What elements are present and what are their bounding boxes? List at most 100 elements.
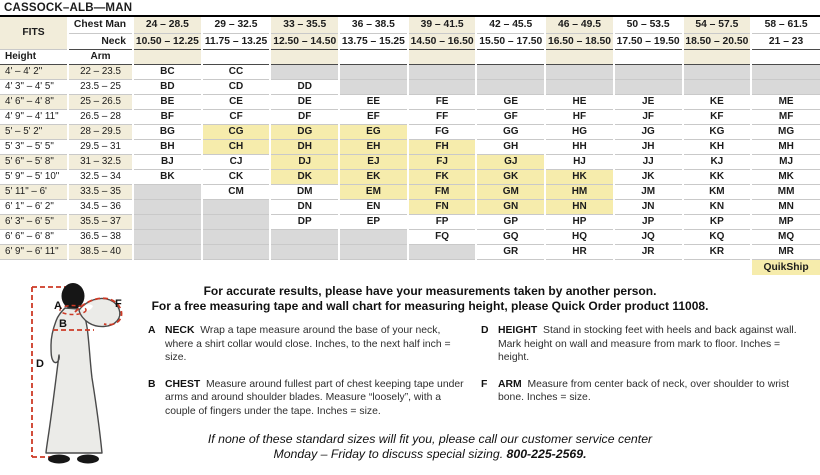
size-cell: FF [406,109,477,125]
instruction-text: Wrap a tape measure around the base of y… [165,325,451,364]
height-cell: 4' 9" – 4' 11" [0,109,68,125]
unavailable-cell [406,79,477,95]
height-cell: 5' 9" – 5' 10" [0,169,68,185]
size-cell: JE [612,94,683,110]
size-cell: GF [475,109,546,125]
neck-range-header: 18.50 – 20.50 [681,33,752,50]
arm-cell: 22 – 23.5 [67,64,133,80]
neck-range-header: 11.75 – 13.25 [200,33,271,50]
unavailable-cell [200,229,271,245]
spacer-cell [338,49,408,65]
unavailable-cell [338,244,408,260]
unavailable-cell [750,79,820,95]
size-cell: JR [612,244,683,260]
size-cell: JK [612,169,683,185]
unavailable-cell [338,79,408,95]
spacer-cell [406,49,477,65]
spacer-cell [544,49,614,65]
phone-number: 800-225-2569. [506,447,587,461]
size-cell: FP [406,214,477,230]
measurement-instructions: A NECK Wrap a tape measure around the bas… [148,324,804,432]
size-cell: MF [750,109,820,125]
size-cell: HJ [544,154,614,170]
instructions-left-column: A NECK Wrap a tape measure around the bas… [148,324,471,432]
instruction-text: Stand in stocking feet with heels and ba… [498,325,797,364]
size-cell: MM [750,184,820,200]
instruction-key: D [481,325,489,336]
size-cell: GH [475,139,546,155]
label-d: D [36,358,44,370]
neck-range-header: 14.50 – 16.50 [406,33,477,50]
quikship-size-cell: EH [338,139,408,155]
quikship-size-cell: EK [338,169,408,185]
spacer-cell [681,49,752,65]
intro-text: For accurate results, please have your m… [100,284,760,313]
neck-range-header: 21 – 23 [750,33,820,50]
size-cell: HH [544,139,614,155]
size-cell: BJ [132,154,202,170]
size-cell: EN [338,199,408,215]
size-cell: KR [681,244,752,260]
size-cell: EP [338,214,408,230]
quikship-size-cell: DJ [269,154,340,170]
height-cell: 6' 3" – 6' 5" [0,214,68,230]
arm-measure-line [74,297,123,326]
chest-range-header: 46 – 49.5 [544,17,614,34]
size-cell: JJ [612,154,683,170]
quikship-size-cell: CG [200,124,271,140]
footer-line-2: Monday – Friday to discuss special sizin… [273,447,587,461]
quikship-size-cell: GJ [475,154,546,170]
height-col-label: Height [0,49,68,65]
quikship-size-cell: HM [544,184,614,200]
unavailable-cell [544,79,614,95]
figure-feet [48,454,70,464]
page-title: CASSOCK–ALB—MAN [0,0,820,17]
size-cell: JF [612,109,683,125]
size-cell: MP [750,214,820,230]
unavailable-cell [338,64,408,80]
size-cell: GQ [475,229,546,245]
footer-line-1: If none of these standard sizes will fit… [207,432,653,446]
quikship-size-cell: GK [475,169,546,185]
unavailable-cell [200,199,271,215]
size-cell: BF [132,109,202,125]
quikship-size-cell: EM [338,184,408,200]
unavailable-cell [475,79,546,95]
size-cell: HF [544,109,614,125]
size-cell: DE [269,94,340,110]
size-cell: KH [681,139,752,155]
neck-row-label: Neck [68,33,133,50]
neck-range-header: 15.50 – 17.50 [475,33,546,50]
quikship-size-cell: HK [544,169,614,185]
quikship-size-cell: FJ [406,154,477,170]
arm-cell: 33.5 – 35 [67,184,133,200]
label-b: B [59,318,67,330]
quikship-size-cell: DH [269,139,340,155]
neck-range-header: 13.75 – 15.25 [338,33,408,50]
arm-cell: 31 – 32.5 [67,154,133,170]
size-cell: BE [132,94,202,110]
height-cell: 6' 1" – 6' 2" [0,199,68,215]
unavailable-cell [269,229,340,245]
size-cell: GP [475,214,546,230]
height-cell: 5' 6" – 5' 8" [0,154,68,170]
height-cell: 4' – 4' 2" [0,64,68,80]
instruction-arm: F ARM Measure from center back of neck, o… [481,378,790,404]
size-cell: MN [750,199,820,215]
quikship-size-cell: EG [338,124,408,140]
spacer-cell [612,49,683,65]
label-f: F [115,298,122,310]
intro-line-1: For accurate results, please have your m… [203,284,657,298]
unavailable-cell [132,184,202,200]
neck-range-header: 17.50 – 19.50 [612,33,683,50]
height-cell: 4' 6" – 4' 8" [0,94,68,110]
quikship-size-cell: CH [200,139,271,155]
quikship-size-cell: GM [475,184,546,200]
unavailable-cell [200,214,271,230]
height-cell: 5' 3" – 5' 5" [0,139,68,155]
height-cell: 6' 9" – 6' 11" [0,244,68,260]
size-cell: BK [132,169,202,185]
instruction-text: Measure around fullest part of chest kee… [165,378,464,417]
quikship-size-cell: FH [406,139,477,155]
spacer-cell [475,49,546,65]
